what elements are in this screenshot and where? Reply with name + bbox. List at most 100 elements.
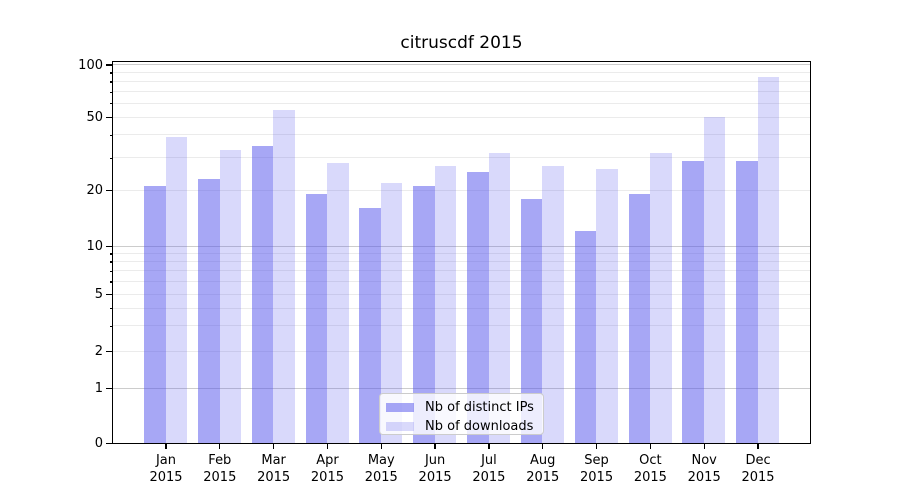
y-minor-tick <box>109 72 113 74</box>
x-tick-month: Nov <box>691 453 717 468</box>
x-tick-label: Aug 2015 <box>511 452 575 486</box>
y-minor-tick <box>109 270 113 272</box>
y-tick <box>106 64 113 66</box>
x-tick <box>434 443 436 449</box>
x-tick <box>757 443 759 449</box>
gridline-minor <box>112 81 810 83</box>
bar-downloads <box>542 166 564 444</box>
bar-distinct-ips <box>628 194 651 444</box>
bar-downloads <box>327 163 349 444</box>
x-tick-label: Dec 2015 <box>726 452 790 486</box>
y-minor-tick <box>109 134 113 137</box>
x-tick <box>649 443 652 449</box>
y-tick <box>106 442 113 445</box>
x-tick-label: Oct 2015 <box>618 452 682 486</box>
x-tick-month: Dec <box>745 453 771 468</box>
y-minor-tick <box>109 281 113 283</box>
x-tick-year: 2015 <box>633 470 667 485</box>
y-tick-label: 50 <box>86 110 103 125</box>
y-tick-label: 100 <box>78 57 103 73</box>
legend-swatch-downloads <box>386 422 414 431</box>
legend-item: Nb of downloads <box>386 419 543 434</box>
x-tick <box>219 443 221 449</box>
gridline-minor <box>112 293 810 295</box>
bar-distinct-ips <box>359 208 381 444</box>
legend: Nb of distinct IPs Nb of downloads <box>379 393 544 435</box>
y-minor-tick <box>109 103 113 105</box>
x-tick-label: Apr 2015 <box>295 452 359 486</box>
x-tick <box>595 443 598 449</box>
y-tick-label: 1 <box>94 381 103 396</box>
gridline-major <box>112 387 810 389</box>
gridline-minor <box>112 91 810 93</box>
gridline-minor <box>112 325 810 327</box>
y-minor-tick <box>109 253 113 255</box>
y-tick <box>106 293 113 296</box>
x-tick-year: 2015 <box>149 470 183 485</box>
gridline-minor <box>112 261 810 263</box>
x-tick-year: 2015 <box>418 470 452 485</box>
x-tick-year: 2015 <box>741 470 775 485</box>
legend-item: Nb of distinct IPs <box>386 400 543 415</box>
gridline-minor <box>112 134 810 136</box>
x-tick-year: 2015 <box>364 470 398 485</box>
x-tick-month: Feb <box>208 453 232 468</box>
x-tick-year: 2015 <box>310 470 344 485</box>
x-tick <box>542 443 544 449</box>
bar-distinct-ips <box>144 186 166 444</box>
x-tick-year: 2015 <box>203 470 237 485</box>
gridline-major <box>112 245 810 247</box>
bar-distinct-ips <box>682 160 704 444</box>
x-tick-month: May <box>367 453 395 468</box>
legend-label: Nb of downloads <box>425 419 534 434</box>
x-tick <box>703 443 705 449</box>
bar-distinct-ips <box>413 186 435 444</box>
gridline-minor <box>112 116 810 118</box>
x-tick-year: 2015 <box>580 470 614 485</box>
plot-area <box>111 60 811 445</box>
y-minor-tick <box>109 307 113 310</box>
gridline-minor <box>112 270 810 272</box>
x-tick-label: Nov 2015 <box>672 452 736 486</box>
x-tick-year: 2015 <box>257 470 291 485</box>
bar-distinct-ips <box>251 145 274 444</box>
gridline-minor <box>112 281 810 283</box>
bar-distinct-ips <box>467 172 489 444</box>
y-tick <box>106 387 113 390</box>
y-minor-tick <box>109 81 113 83</box>
x-tick <box>380 443 382 449</box>
bar-downloads <box>165 136 188 444</box>
x-tick-month: Jul <box>481 453 497 468</box>
x-tick-label: May 2015 <box>349 452 413 486</box>
bar-downloads <box>757 77 780 444</box>
bar-downloads <box>650 152 672 444</box>
bar-downloads <box>273 109 295 444</box>
bar-downloads <box>488 152 511 444</box>
x-tick-month: Aug <box>530 453 556 468</box>
legend-label: Nb of distinct IPs <box>425 400 534 415</box>
y-tick-label: 2 <box>94 344 103 359</box>
y-tick-label: 5 <box>94 287 103 302</box>
bar-downloads <box>380 182 403 444</box>
x-tick-month: Jan <box>155 453 177 468</box>
bar-distinct-ips <box>305 194 328 444</box>
y-tick-label: 0 <box>94 436 103 451</box>
gridline-major <box>112 64 810 66</box>
y-tick <box>106 189 113 192</box>
gridline-minor <box>112 307 810 309</box>
bar-downloads <box>219 150 242 444</box>
x-tick <box>165 443 167 449</box>
x-tick-label: Feb 2015 <box>188 452 252 486</box>
x-tick-label: Mar 2015 <box>242 452 306 486</box>
x-tick-label: Jul 2015 <box>457 452 521 486</box>
gridline-minor <box>112 102 810 104</box>
y-tick <box>106 245 113 248</box>
y-minor-tick <box>109 261 113 263</box>
gridline-minor <box>112 252 810 254</box>
x-tick-year: 2015 <box>687 470 721 485</box>
gridline-minor <box>112 350 810 352</box>
x-tick-year: 2015 <box>526 470 560 485</box>
y-tick-label: 10 <box>86 239 103 254</box>
gridline-minor <box>112 189 810 191</box>
